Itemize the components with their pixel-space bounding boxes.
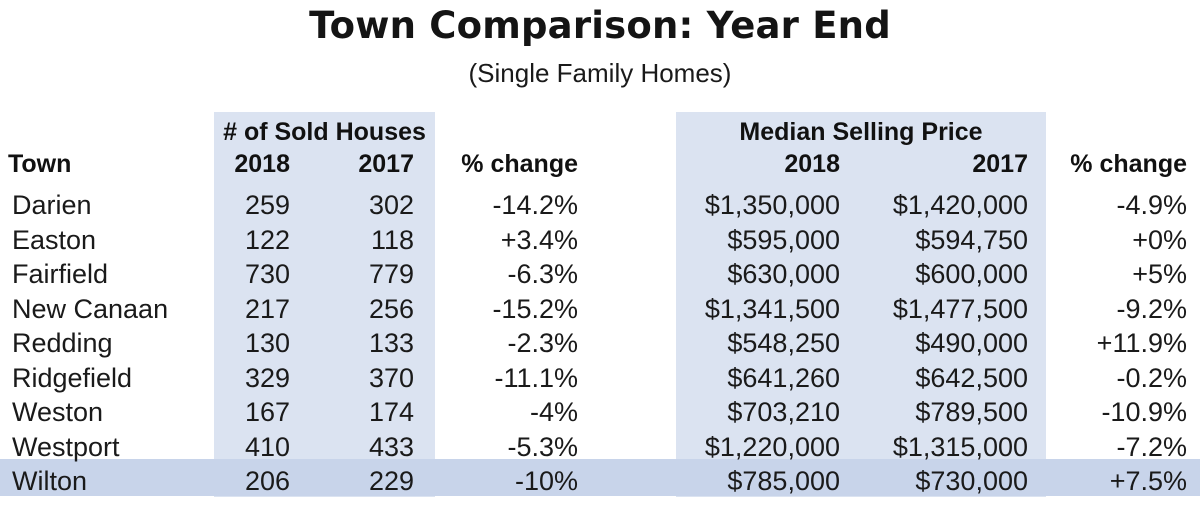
sold-2018-cell: 410	[244, 432, 290, 462]
price-2017-cell: $730,000	[915, 466, 1028, 496]
sold-2018-cell: 259	[244, 190, 290, 220]
town-column-header: Town	[8, 150, 72, 178]
town-cell: Easton	[12, 225, 97, 255]
price-2018-cell: $785,000	[727, 466, 840, 496]
price-2017-cell: $1,315,000	[892, 432, 1028, 462]
price-change-cell: -9.2%	[1116, 294, 1187, 324]
sold-2018-header: 2018	[234, 150, 290, 178]
town-cell: Fairfield	[12, 259, 109, 289]
price-change-cell: -0.2%	[1116, 363, 1187, 393]
price-2017-cell: $1,477,500	[892, 294, 1028, 324]
sold-houses-group-header: # of Sold Houses	[223, 118, 426, 146]
sold-2017-cell: 433	[368, 432, 414, 462]
price-2018-cell: $1,220,000	[704, 432, 840, 462]
town-cell: Darien	[12, 190, 92, 220]
sold-2018-cell: 167	[244, 397, 290, 427]
highlight-row-shade	[0, 459, 1200, 496]
sold-change-cell: +3.4%	[500, 225, 578, 255]
town-cell: Redding	[12, 328, 113, 358]
price-2017-header: 2017	[972, 150, 1028, 178]
price-change-cell: +0%	[1132, 225, 1187, 255]
sold-change-cell: -4%	[529, 397, 578, 427]
town-cell: New Canaan	[12, 294, 169, 324]
town-cell: Ridgefield	[12, 363, 133, 393]
price-2017-cell: $594,750	[915, 225, 1028, 255]
price-2018-header: 2018	[784, 150, 840, 178]
sold-2017-cell: 302	[368, 190, 414, 220]
price-2017-cell: $642,500	[915, 363, 1028, 393]
price-change-cell: -10.9%	[1101, 397, 1187, 427]
price-change-cell: -7.2%	[1116, 432, 1187, 462]
sold-2017-cell: 779	[368, 259, 414, 289]
sold-change-cell: -10%	[514, 466, 578, 496]
sold-houses-column-shade	[214, 112, 435, 497]
price-change-cell: +5%	[1132, 259, 1187, 289]
sold-2017-cell: 174	[368, 397, 414, 427]
sold-2018-cell: 329	[244, 363, 290, 393]
sold-2017-cell: 229	[368, 466, 414, 496]
median-price-column-shade	[676, 112, 1046, 497]
price-change-cell: -4.9%	[1116, 190, 1187, 220]
price-change-header: % change	[1070, 150, 1187, 178]
price-2018-cell: $630,000	[727, 259, 840, 289]
chart-title: Town Comparison: Year End	[309, 4, 891, 47]
sold-2017-cell: 133	[368, 328, 414, 358]
sold-2017-cell: 370	[368, 363, 414, 393]
sold-2017-header: 2017	[358, 150, 414, 178]
town-cell: Wilton	[12, 466, 88, 496]
price-2018-cell: $641,260	[727, 363, 840, 393]
sold-2018-cell: 122	[244, 225, 290, 255]
sold-change-cell: -6.3%	[507, 259, 578, 289]
price-2018-cell: $1,350,000	[704, 190, 840, 220]
sold-2017-cell: 256	[368, 294, 414, 324]
price-change-cell: +11.9%	[1096, 328, 1187, 358]
sold-2018-cell: 730	[244, 259, 290, 289]
price-2018-cell: $595,000	[727, 225, 840, 255]
price-2017-cell: $789,500	[915, 397, 1028, 427]
town-cell: Weston	[12, 397, 104, 427]
chart-subtitle: (Single Family Homes)	[468, 58, 732, 88]
sold-2018-cell: 206	[244, 466, 290, 496]
sold-2018-cell: 130	[244, 328, 290, 358]
sold-2017-cell: 118	[370, 225, 414, 255]
sold-change-cell: -11.1%	[494, 363, 578, 393]
price-2018-cell: $703,210	[727, 397, 840, 427]
sold-change-cell: -2.3%	[507, 328, 578, 358]
median-price-group-header: Median Selling Price	[739, 118, 983, 146]
sold-change-cell: -5.3%	[507, 432, 578, 462]
town-cell: Westport	[12, 432, 120, 462]
price-2017-cell: $600,000	[915, 259, 1028, 289]
price-2018-cell: $1,341,500	[704, 294, 840, 324]
price-2017-cell: $1,420,000	[892, 190, 1028, 220]
price-change-cell: +7.5%	[1109, 466, 1187, 496]
price-2018-cell: $548,250	[727, 328, 840, 358]
sold-change-header: % change	[461, 150, 578, 178]
price-2017-cell: $490,000	[915, 328, 1028, 358]
sold-change-cell: -14.2%	[492, 190, 578, 220]
sold-change-cell: -15.2%	[492, 294, 578, 324]
sold-2018-cell: 217	[244, 294, 290, 324]
